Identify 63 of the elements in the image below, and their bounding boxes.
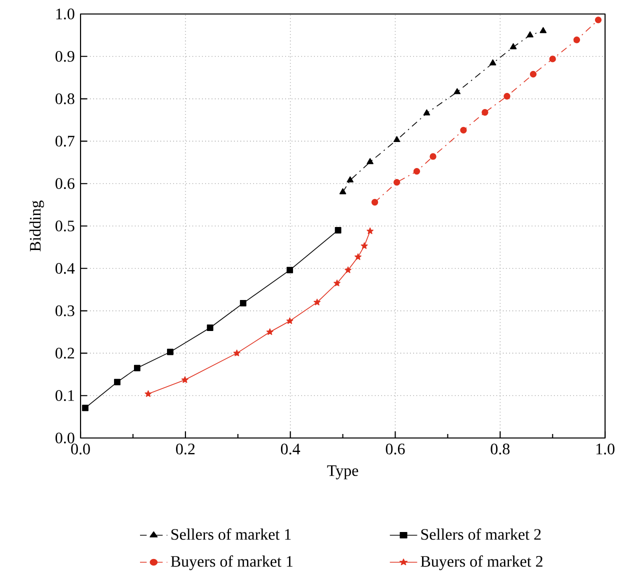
point (549, 56, 556, 62)
y-tick-label: 0.0 (56, 432, 74, 444)
x-tick-label: 0.2 (176, 444, 195, 454)
y-tick-label: 1.0 (56, 8, 74, 20)
point (114, 378, 120, 386)
point (334, 280, 340, 286)
y-tick-label: 0.1 (56, 390, 74, 402)
point (344, 266, 352, 274)
point (460, 126, 467, 134)
point (354, 253, 362, 260)
point (482, 109, 488, 116)
point (286, 317, 294, 324)
y-tick-label: 0.6 (56, 178, 74, 190)
point (594, 16, 602, 24)
y-tick-label: 0.8 (56, 93, 74, 104)
y-tick-label: 0.9 (56, 50, 74, 62)
y-tick-label: 0.4 (56, 262, 75, 274)
point (530, 70, 537, 78)
point (134, 364, 140, 372)
point (413, 168, 420, 175)
y-tick-label: 0.7 (56, 136, 74, 147)
point (489, 59, 496, 66)
legend-label: Buyers of market 2 (420, 555, 542, 570)
point (394, 178, 400, 186)
point (144, 390, 152, 397)
point (366, 227, 374, 234)
point (233, 350, 240, 356)
point (206, 324, 214, 331)
legend-label: Buyers of market 1 (170, 555, 293, 570)
point (82, 404, 88, 412)
point (526, 31, 534, 38)
point (510, 43, 517, 50)
point (504, 92, 510, 100)
x-tick-label: 0.4 (280, 444, 300, 454)
point (393, 136, 400, 142)
point (540, 27, 547, 34)
x-tick-label: 0.0 (71, 444, 90, 454)
point (360, 242, 368, 249)
point (366, 158, 374, 164)
point (167, 348, 174, 356)
x-axis-title: Type (327, 465, 358, 480)
point (454, 88, 461, 94)
point (266, 328, 274, 335)
x-tick-label: 1.0 (596, 444, 614, 454)
point (371, 198, 378, 206)
point (423, 109, 430, 116)
point (573, 36, 580, 44)
y-tick-label: 0.5 (56, 220, 74, 232)
point (339, 188, 346, 194)
y-tick-label: 0.2 (56, 348, 74, 359)
point (346, 176, 354, 182)
x-tick-label: 0.6 (386, 444, 405, 454)
y-tick-label: 0.3 (56, 305, 74, 316)
legend-label: Sellers of market 1 (171, 528, 291, 540)
point (314, 298, 321, 306)
point (286, 266, 294, 274)
point (181, 376, 188, 383)
point (334, 227, 342, 234)
legend-label: Sellers of market 2 (421, 528, 541, 540)
point (240, 300, 246, 306)
x-tick-label: 0.8 (490, 444, 510, 454)
y-axis-title: Bidding (29, 200, 44, 252)
point (430, 153, 436, 160)
